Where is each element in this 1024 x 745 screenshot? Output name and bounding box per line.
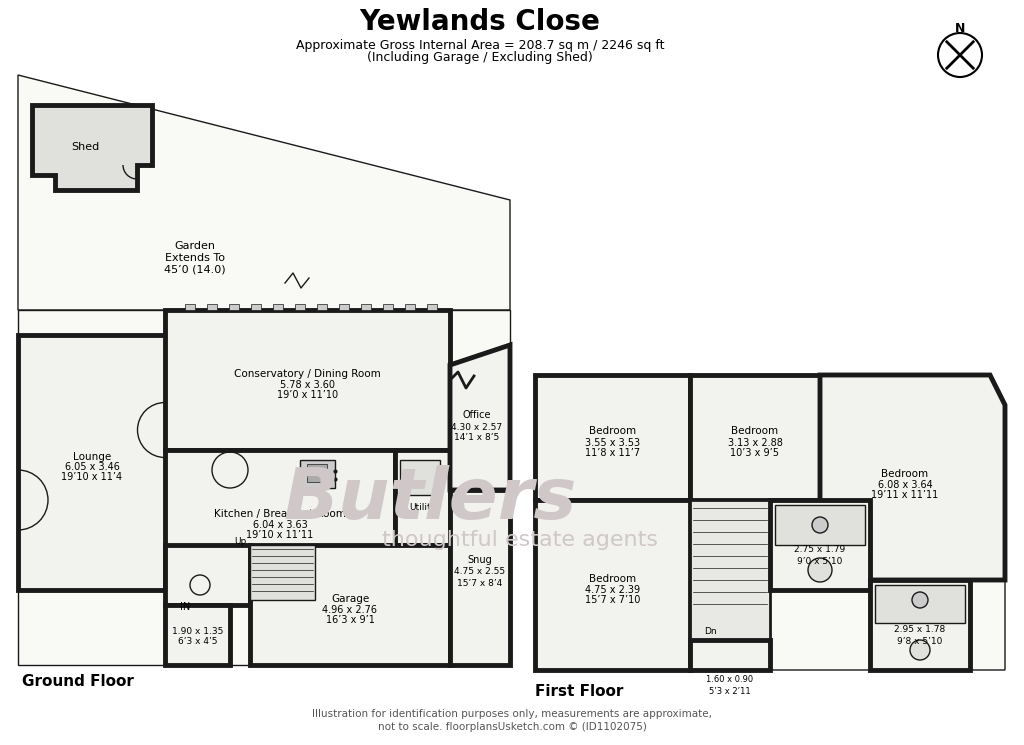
Text: Kitchen / Breakfast Room: Kitchen / Breakfast Room bbox=[214, 509, 346, 519]
Text: Conservatory / Dining Room: Conservatory / Dining Room bbox=[234, 369, 381, 379]
Text: 9’0 x 5’10: 9’0 x 5’10 bbox=[798, 557, 843, 566]
Text: 10’3 x 9’5: 10’3 x 9’5 bbox=[730, 448, 779, 457]
Polygon shape bbox=[361, 304, 371, 310]
Text: Bedroom: Bedroom bbox=[589, 574, 636, 584]
Text: Bedroom: Bedroom bbox=[731, 426, 778, 437]
Text: 2.75 x 1.79: 2.75 x 1.79 bbox=[795, 545, 846, 554]
Text: Up: Up bbox=[233, 536, 246, 545]
Polygon shape bbox=[165, 450, 395, 590]
Text: Garden
Extends To
45’0 (14.0): Garden Extends To 45’0 (14.0) bbox=[164, 241, 226, 275]
Text: 4.96 x 2.76: 4.96 x 2.76 bbox=[323, 605, 378, 615]
Polygon shape bbox=[770, 500, 870, 590]
Polygon shape bbox=[251, 304, 261, 310]
Polygon shape bbox=[450, 490, 510, 665]
Polygon shape bbox=[870, 580, 970, 670]
Polygon shape bbox=[229, 304, 239, 310]
Text: First Floor: First Floor bbox=[535, 685, 624, 700]
Text: Shed: Shed bbox=[71, 142, 99, 152]
Text: Bedroom: Bedroom bbox=[882, 469, 929, 479]
Polygon shape bbox=[339, 304, 349, 310]
Text: 15’7 x 7’10: 15’7 x 7’10 bbox=[585, 595, 640, 605]
Polygon shape bbox=[207, 304, 217, 310]
Text: Illustration for identification purposes only, measurements are approximate,: Illustration for identification purposes… bbox=[312, 709, 712, 719]
Polygon shape bbox=[535, 375, 690, 500]
Text: Utility: Utility bbox=[409, 503, 436, 512]
Text: Yewlands Close: Yewlands Close bbox=[359, 8, 600, 36]
Polygon shape bbox=[820, 375, 1005, 580]
Text: Garage: Garage bbox=[331, 594, 369, 604]
Circle shape bbox=[812, 517, 828, 533]
Text: 2.95 x 1.78: 2.95 x 1.78 bbox=[894, 626, 945, 635]
Text: 5’3 x 2’11: 5’3 x 2’11 bbox=[710, 688, 751, 697]
Text: 19’0 x 11’10: 19’0 x 11’10 bbox=[276, 390, 338, 400]
Polygon shape bbox=[874, 585, 965, 623]
Polygon shape bbox=[427, 304, 437, 310]
Polygon shape bbox=[165, 310, 450, 450]
Text: 6.05 x 3.46: 6.05 x 3.46 bbox=[65, 463, 120, 472]
Polygon shape bbox=[395, 450, 450, 545]
Text: 16’3 x 9’1: 16’3 x 9’1 bbox=[326, 615, 375, 625]
Text: 4.30 x 2.57: 4.30 x 2.57 bbox=[452, 422, 503, 431]
Text: 15’7 x 8’4: 15’7 x 8’4 bbox=[458, 579, 503, 588]
Polygon shape bbox=[406, 304, 415, 310]
Polygon shape bbox=[535, 375, 1005, 670]
Text: 3.55 x 3.53: 3.55 x 3.53 bbox=[585, 437, 640, 448]
Text: Lounge: Lounge bbox=[73, 451, 112, 461]
Text: Bedroom: Bedroom bbox=[589, 426, 636, 437]
Polygon shape bbox=[250, 545, 450, 665]
Polygon shape bbox=[690, 375, 820, 500]
Text: Approximate Gross Internal Area = 208.7 sq m / 2246 sq ft: Approximate Gross Internal Area = 208.7 … bbox=[296, 39, 665, 51]
Text: 1.60 x 0.90: 1.60 x 0.90 bbox=[707, 676, 754, 685]
Polygon shape bbox=[185, 304, 195, 310]
Polygon shape bbox=[690, 500, 770, 640]
Text: not to scale. floorplansUsketch.com © (ID1102075): not to scale. floorplansUsketch.com © (I… bbox=[378, 722, 646, 732]
Polygon shape bbox=[307, 464, 327, 482]
Text: Office: Office bbox=[463, 410, 492, 420]
Polygon shape bbox=[400, 460, 440, 495]
Text: (Including Garage / Excluding Shed): (Including Garage / Excluding Shed) bbox=[368, 51, 593, 65]
Polygon shape bbox=[535, 500, 690, 670]
Text: 5.78 x 3.60: 5.78 x 3.60 bbox=[280, 380, 335, 390]
Polygon shape bbox=[18, 335, 166, 590]
Polygon shape bbox=[383, 304, 393, 310]
Text: thoughtful estate agents: thoughtful estate agents bbox=[382, 530, 658, 550]
Text: Dn: Dn bbox=[703, 627, 717, 636]
Text: 3.13 x 2.88: 3.13 x 2.88 bbox=[728, 437, 782, 448]
Text: 6.08 x 3.64: 6.08 x 3.64 bbox=[878, 480, 933, 490]
Text: 11’8 x 11’7: 11’8 x 11’7 bbox=[585, 448, 640, 457]
Polygon shape bbox=[775, 505, 865, 545]
Text: 19’10 x 11’11: 19’10 x 11’11 bbox=[247, 530, 313, 540]
Text: IN: IN bbox=[180, 602, 190, 612]
Circle shape bbox=[808, 558, 831, 582]
Polygon shape bbox=[165, 605, 230, 665]
Circle shape bbox=[912, 592, 928, 608]
Polygon shape bbox=[18, 75, 510, 310]
Text: 6.04 x 3.63: 6.04 x 3.63 bbox=[253, 520, 307, 530]
Text: 9’8 x 5’10: 9’8 x 5’10 bbox=[897, 638, 943, 647]
Polygon shape bbox=[165, 545, 250, 605]
Text: Butlers: Butlers bbox=[284, 466, 577, 534]
Text: 4.75 x 2.39: 4.75 x 2.39 bbox=[585, 585, 640, 595]
Polygon shape bbox=[295, 304, 305, 310]
Text: 1.90 x 1.35: 1.90 x 1.35 bbox=[172, 627, 223, 635]
Polygon shape bbox=[18, 310, 510, 665]
Text: N: N bbox=[954, 22, 966, 34]
Polygon shape bbox=[250, 545, 315, 600]
Text: 14’1 x 8’5: 14’1 x 8’5 bbox=[455, 434, 500, 443]
Polygon shape bbox=[317, 304, 327, 310]
Polygon shape bbox=[300, 460, 335, 488]
Polygon shape bbox=[690, 640, 770, 670]
Text: 19’11 x 11’11: 19’11 x 11’11 bbox=[871, 490, 939, 500]
Text: Snug: Snug bbox=[468, 555, 493, 565]
Polygon shape bbox=[273, 304, 283, 310]
Text: Ground Floor: Ground Floor bbox=[22, 674, 134, 690]
Text: 4.75 x 2.55: 4.75 x 2.55 bbox=[455, 568, 506, 577]
Polygon shape bbox=[450, 345, 510, 490]
Circle shape bbox=[910, 640, 930, 660]
Polygon shape bbox=[32, 105, 152, 190]
Text: 19’10 x 11’4: 19’10 x 11’4 bbox=[61, 472, 123, 483]
Text: 6’3 x 4’5: 6’3 x 4’5 bbox=[178, 638, 217, 647]
